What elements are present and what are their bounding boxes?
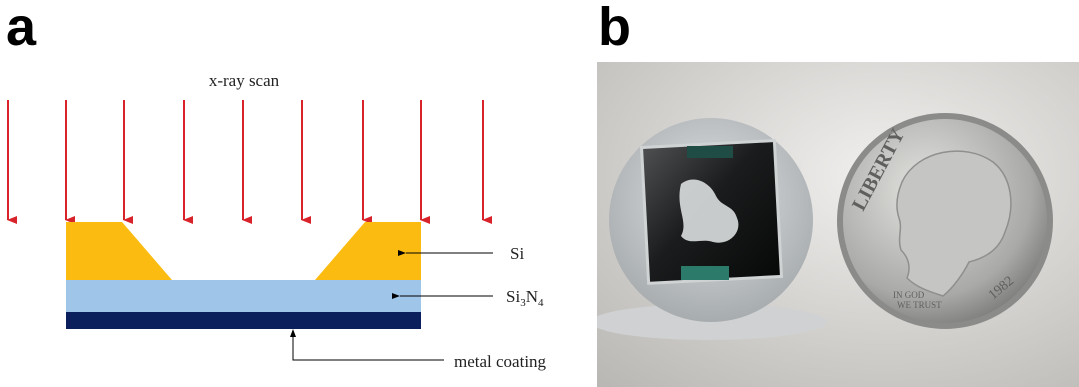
membrane-cross-section-diagram: x-ray scan Si Si3N4 metal coating [7, 71, 547, 371]
xray-scan-label: x-ray scan [209, 71, 280, 90]
silicon-block-right [315, 222, 421, 280]
sample-holder [597, 118, 827, 340]
window-reflection-top [687, 146, 733, 158]
panel-label-a: a [6, 0, 37, 57]
sample-photo: LIBERTY IN GOD WE TRUST 1982 [597, 62, 1079, 387]
panel-label-b: b [598, 0, 631, 57]
si3n4-label: Si3N4 [506, 287, 544, 309]
portrait-relief [896, 150, 1012, 297]
metal-pointer-head [290, 329, 296, 337]
window-reflection-bottom [681, 266, 729, 280]
silicon-block-left [66, 222, 172, 280]
si-label: Si [510, 244, 524, 263]
coin-motto-line1: IN GOD [893, 290, 925, 300]
dime-coin: LIBERTY IN GOD WE TRUST 1982 [837, 113, 1053, 329]
chip-reflection [679, 179, 739, 243]
silicon-nitride-layer [66, 280, 421, 312]
pointer-lines [290, 250, 493, 361]
metal-pointer [292, 331, 444, 361]
metal-coating-layer [66, 312, 421, 329]
layer-stack [66, 222, 421, 329]
xray-arrows [7, 100, 492, 224]
holder-shadow [597, 304, 827, 340]
coin-motto-line2: WE TRUST [897, 300, 942, 310]
metal-coating-label: metal coating [454, 352, 547, 371]
